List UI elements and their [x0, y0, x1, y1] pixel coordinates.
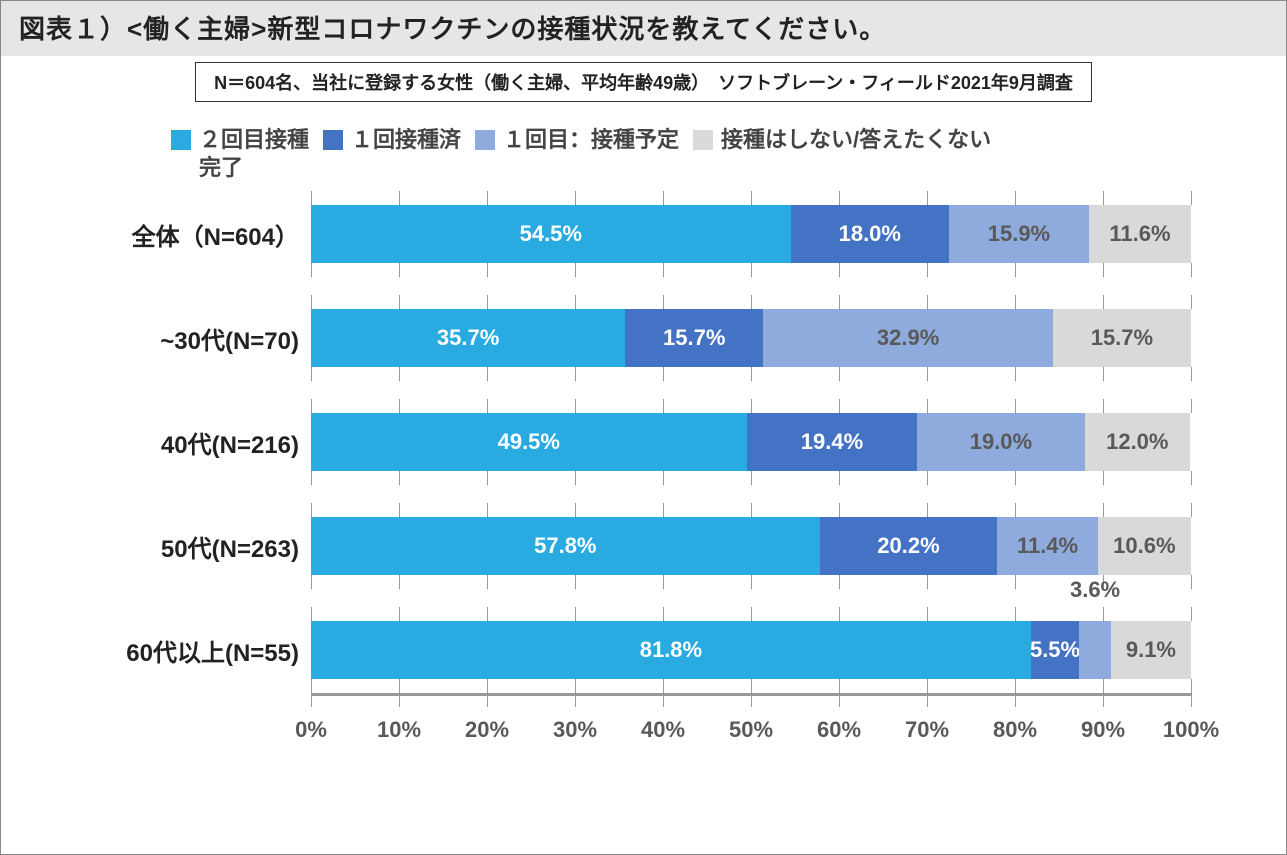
- legend-label: ２回目接種 完了: [199, 126, 309, 181]
- stacked-bar: 81.8%5.5%3.6%9.1%: [311, 621, 1191, 679]
- bar-row: 全体（N=604）54.5%18.0%15.9%11.6%: [81, 205, 1246, 263]
- legend-item-2: １回目：接種予定: [475, 126, 679, 154]
- figure-subtitle: N＝604名、当社に登録する女性（働く主婦、平均年齢49歳） ソフトブレーン・フ…: [195, 62, 1092, 102]
- bar-segment: 12.0%: [1085, 413, 1191, 471]
- bar-segment: 18.0%: [791, 205, 949, 263]
- legend-item-1: １回接種済: [323, 126, 461, 154]
- bar-segment: 32.9%: [763, 309, 1053, 367]
- legend-label: １回接種済: [351, 126, 461, 154]
- bar-segment: 11.6%: [1089, 205, 1191, 263]
- bar-row: 50代(N=263)57.8%20.2%11.4%10.6%: [81, 517, 1246, 575]
- bar-segment: 57.8%: [311, 517, 820, 575]
- stacked-bar: 49.5%19.4%19.0%12.0%: [311, 413, 1191, 471]
- legend-swatch: [475, 130, 495, 150]
- x-tick-label: 70%: [905, 717, 949, 743]
- chart-area: 全体（N=604）54.5%18.0%15.9%11.6%~30代(N=70)3…: [81, 191, 1246, 753]
- figure-title: 図表１）<働く主婦>新型コロナワクチンの接種状況を教えてください。: [1, 1, 1286, 56]
- bar-segment: 3.6%: [1079, 621, 1111, 679]
- legend-label: 接種はしない/答えたくない: [721, 126, 991, 154]
- bar-segment: 19.4%: [747, 413, 918, 471]
- x-tick-label: 60%: [817, 717, 861, 743]
- x-tick-label: 10%: [377, 717, 421, 743]
- category-label: 全体（N=604）: [81, 217, 311, 252]
- bar-segment: 49.5%: [311, 413, 747, 471]
- x-tick-label: 40%: [641, 717, 685, 743]
- category-label: 40代(N=216): [81, 425, 311, 460]
- x-tick-label: 80%: [993, 717, 1037, 743]
- bar-segment: 11.4%: [997, 517, 1097, 575]
- legend-item-3: 接種はしない/答えたくない: [693, 126, 991, 154]
- bar-segment: 19.0%: [917, 413, 1084, 471]
- legend-item-0: ２回目接種 完了: [171, 126, 309, 181]
- legend-swatch: [323, 130, 343, 150]
- bar-segment: 15.9%: [949, 205, 1089, 263]
- stacked-bar: 54.5%18.0%15.9%11.6%: [311, 205, 1191, 263]
- legend-swatch: [171, 130, 191, 150]
- x-tick-label: 0%: [295, 717, 327, 743]
- category-label: ~30代(N=70): [81, 321, 311, 356]
- category-label: 50代(N=263): [81, 529, 311, 564]
- stacked-bar: 57.8%20.2%11.4%10.6%: [311, 517, 1191, 575]
- subtitle-wrap: N＝604名、当社に登録する女性（働く主婦、平均年齢49歳） ソフトブレーン・フ…: [1, 62, 1286, 102]
- bar-row: ~30代(N=70)35.7%15.7%32.9%15.7%: [81, 309, 1246, 367]
- chart-rows: 全体（N=604）54.5%18.0%15.9%11.6%~30代(N=70)3…: [81, 191, 1246, 693]
- x-axis: 0%10%20%30%40%50%60%70%80%90%100%: [311, 693, 1191, 753]
- bar-segment: 9.1%: [1111, 621, 1191, 679]
- legend: ２回目接種 完了 １回接種済 １回目：接種予定 接種はしない/答えたくない: [171, 126, 1286, 181]
- category-label: 60代以上(N=55): [81, 633, 311, 668]
- x-tick-label: 20%: [465, 717, 509, 743]
- x-tick-label: 100%: [1163, 717, 1219, 743]
- bar-segment: 35.7%: [311, 309, 625, 367]
- x-tick-label: 30%: [553, 717, 597, 743]
- legend-swatch: [693, 130, 713, 150]
- figure-container: 図表１）<働く主婦>新型コロナワクチンの接種状況を教えてください。 N＝604名…: [0, 0, 1287, 855]
- bar-row: 40代(N=216)49.5%19.4%19.0%12.0%: [81, 413, 1246, 471]
- bar-segment: 15.7%: [625, 309, 763, 367]
- bar-segment: 54.5%: [311, 205, 791, 263]
- legend-label: １回目：接種予定: [503, 126, 679, 154]
- x-tick-label: 90%: [1081, 717, 1125, 743]
- bar-segment: 15.7%: [1053, 309, 1191, 367]
- bar-segment: 81.8%: [311, 621, 1031, 679]
- bar-segment: 5.5%: [1031, 621, 1079, 679]
- stacked-bar: 35.7%15.7%32.9%15.7%: [311, 309, 1191, 367]
- x-tick-label: 50%: [729, 717, 773, 743]
- bar-segment: 10.6%: [1098, 517, 1191, 575]
- bar-row: 60代以上(N=55)81.8%5.5%3.6%9.1%: [81, 621, 1246, 679]
- bar-segment: 20.2%: [820, 517, 998, 575]
- bar-value-label: 3.6%: [1070, 577, 1120, 603]
